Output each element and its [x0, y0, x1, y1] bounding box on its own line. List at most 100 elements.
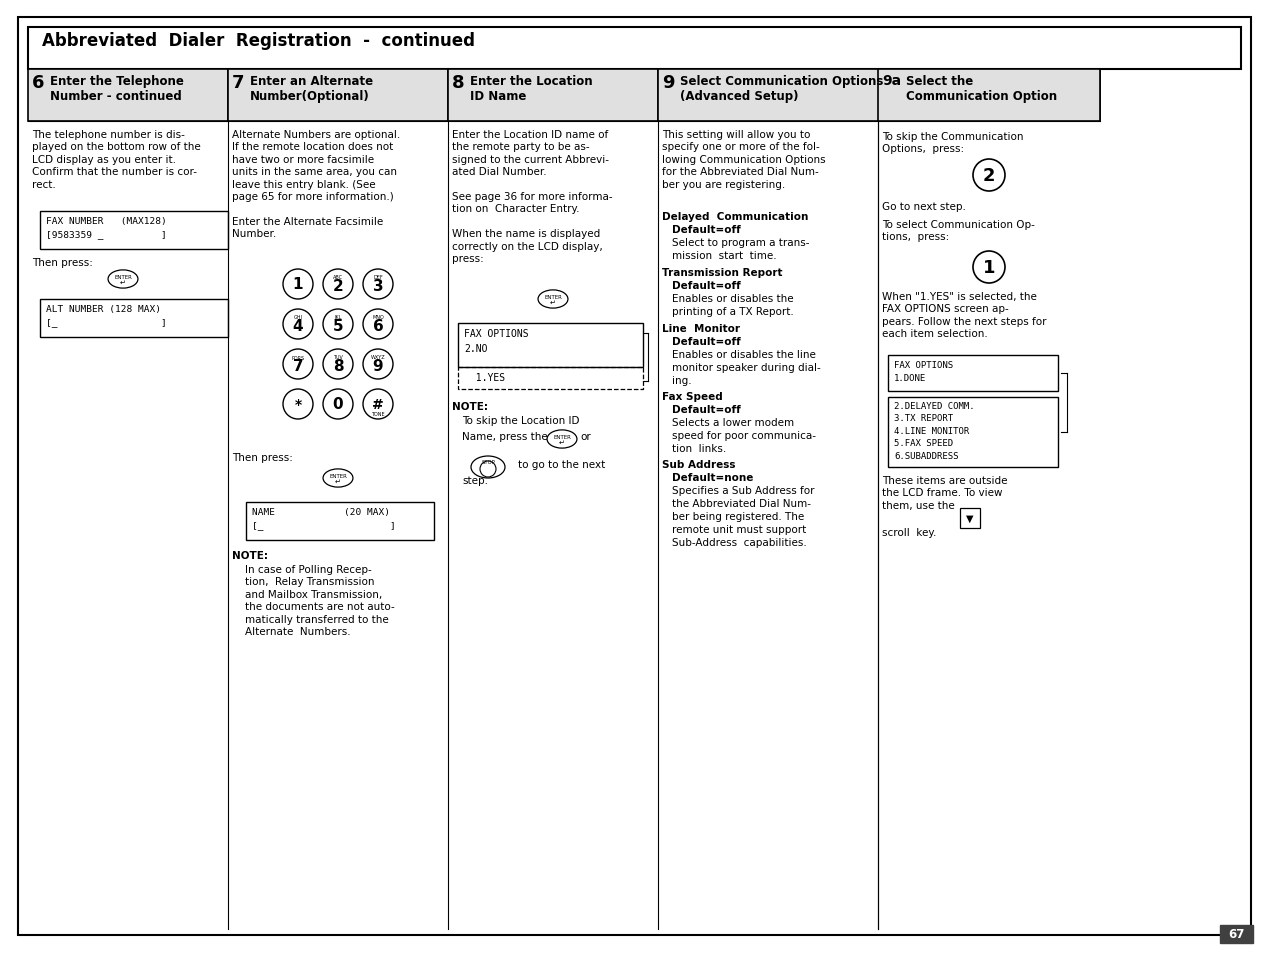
Bar — [28, 28, 1241, 70]
Text: Go to next step.: Go to next step. — [882, 202, 966, 212]
Text: 4: 4 — [293, 319, 303, 335]
Text: 5.FAX SPEED: 5.FAX SPEED — [893, 439, 953, 448]
Text: Enter the Location ID name of
the remote party to be as-
signed to the current A: Enter the Location ID name of the remote… — [452, 130, 613, 264]
Bar — [28, 70, 228, 122]
Text: printing of a TX Report.: printing of a TX Report. — [673, 307, 793, 316]
Text: 8: 8 — [452, 74, 464, 91]
Text: ENTER: ENTER — [114, 275, 132, 280]
Text: WXYZ: WXYZ — [371, 355, 386, 360]
Text: ber being registered. The: ber being registered. The — [673, 512, 805, 521]
Text: [_                  ]: [_ ] — [46, 317, 166, 327]
Text: These items are outside
the LCD frame. To view
them, use the: These items are outside the LCD frame. T… — [882, 476, 1008, 510]
Text: Line  Monitor: Line Monitor — [662, 324, 740, 334]
Text: 4.LINE MONITOR: 4.LINE MONITOR — [893, 427, 970, 436]
Bar — [448, 70, 659, 122]
Text: Enter the Location: Enter the Location — [470, 75, 593, 88]
Text: To skip the Location ID: To skip the Location ID — [462, 416, 580, 426]
Bar — [961, 509, 980, 529]
Ellipse shape — [108, 271, 138, 289]
Text: 9: 9 — [373, 359, 383, 375]
Text: Enter the Telephone: Enter the Telephone — [49, 75, 184, 88]
Text: [_                      ]: [_ ] — [253, 520, 396, 530]
Text: FAX NUMBER   (MAX128): FAX NUMBER (MAX128) — [46, 216, 166, 226]
Text: Abbreviated  Dialer  Registration  -  continued: Abbreviated Dialer Registration - contin… — [42, 32, 475, 50]
Text: MNO: MNO — [372, 315, 385, 320]
Text: ↵: ↵ — [549, 299, 556, 306]
Text: ↵: ↵ — [335, 478, 341, 484]
Circle shape — [324, 310, 353, 339]
Text: Communication Option: Communication Option — [906, 90, 1057, 103]
Text: 3: 3 — [373, 279, 383, 294]
Text: In case of Polling Recep-
    tion,  Relay Transmission
    and Mailbox Transmis: In case of Polling Recep- tion, Relay Tr… — [232, 564, 395, 637]
Bar — [888, 355, 1058, 392]
Circle shape — [283, 390, 313, 419]
Text: 6.SUBADDRESS: 6.SUBADDRESS — [893, 452, 958, 460]
Circle shape — [324, 390, 353, 419]
Text: FAX OPTIONS: FAX OPTIONS — [893, 360, 953, 370]
Ellipse shape — [324, 470, 353, 488]
Text: ▼: ▼ — [966, 514, 973, 523]
Text: ABC: ABC — [332, 275, 343, 280]
Text: ID Name: ID Name — [470, 90, 527, 103]
Circle shape — [480, 461, 496, 477]
Text: 1: 1 — [293, 277, 303, 293]
Text: Sub Address: Sub Address — [662, 459, 736, 470]
Text: [9583359 _          ]: [9583359 _ ] — [46, 230, 166, 239]
Text: Select Communication Options: Select Communication Options — [680, 75, 883, 88]
Circle shape — [324, 350, 353, 379]
Text: Selects a lower modem: Selects a lower modem — [673, 417, 794, 428]
Circle shape — [283, 270, 313, 299]
Circle shape — [363, 390, 393, 419]
Text: 7: 7 — [293, 359, 303, 375]
Text: FAX OPTIONS: FAX OPTIONS — [464, 329, 529, 338]
Circle shape — [283, 310, 313, 339]
Text: TONE: TONE — [372, 412, 385, 417]
Text: the Abbreviated Dial Num-: the Abbreviated Dial Num- — [673, 498, 811, 509]
Text: 0: 0 — [332, 397, 344, 412]
Text: ALT NUMBER (128 MAX): ALT NUMBER (128 MAX) — [46, 305, 161, 314]
Text: ↵: ↵ — [121, 280, 126, 286]
Circle shape — [973, 252, 1005, 284]
Text: 6: 6 — [373, 319, 383, 335]
Text: The telephone number is dis-
played on the bottom row of the
LCD display as you : The telephone number is dis- played on t… — [32, 130, 201, 190]
Text: ing.: ing. — [673, 375, 692, 386]
Text: Enables or disables the line: Enables or disables the line — [673, 350, 816, 359]
Circle shape — [363, 310, 393, 339]
Text: (Advanced Setup): (Advanced Setup) — [680, 90, 798, 103]
Text: Select the: Select the — [906, 75, 973, 88]
Text: Number - continued: Number - continued — [49, 90, 181, 103]
Text: Transmission Report: Transmission Report — [662, 268, 783, 277]
Text: Delayed  Communication: Delayed Communication — [662, 212, 808, 222]
Text: 1: 1 — [982, 258, 995, 276]
Bar — [246, 502, 434, 540]
Text: TUV: TUV — [332, 355, 343, 360]
Text: 7: 7 — [232, 74, 245, 91]
Text: scroll  key.: scroll key. — [882, 527, 937, 537]
Text: Select to program a trans-: Select to program a trans- — [673, 237, 810, 248]
Text: Then press:: Then press: — [232, 453, 293, 462]
Text: Alternate Numbers are optional.
If the remote location does not
have two or more: Alternate Numbers are optional. If the r… — [232, 130, 400, 239]
Circle shape — [324, 270, 353, 299]
Text: Number(Optional): Number(Optional) — [250, 90, 369, 103]
Text: When "1.YES" is selected, the
FAX OPTIONS screen ap-
pears. Follow the next step: When "1.YES" is selected, the FAX OPTION… — [882, 292, 1047, 339]
Bar — [41, 212, 228, 250]
Text: 8: 8 — [332, 359, 344, 375]
Bar — [1220, 925, 1253, 943]
Text: Default=off: Default=off — [673, 225, 741, 234]
Text: to go to the next: to go to the next — [518, 459, 605, 470]
Text: NOTE:: NOTE: — [452, 401, 489, 412]
Text: 1.DONE: 1.DONE — [893, 374, 926, 382]
Text: PQRS: PQRS — [292, 355, 305, 360]
Bar — [458, 368, 643, 390]
Text: 3.TX REPORT: 3.TX REPORT — [893, 414, 953, 423]
Bar — [659, 70, 1100, 122]
Text: monitor speaker during dial-: monitor speaker during dial- — [673, 363, 821, 373]
Text: step.: step. — [462, 476, 489, 485]
Ellipse shape — [547, 431, 577, 449]
Text: speed for poor communica-: speed for poor communica- — [673, 431, 816, 440]
Text: 2: 2 — [982, 167, 995, 185]
Text: 67: 67 — [1228, 927, 1244, 940]
Text: mission  start  time.: mission start time. — [673, 251, 777, 261]
Ellipse shape — [538, 291, 569, 309]
Text: To select Communication Op-
tions,  press:: To select Communication Op- tions, press… — [882, 220, 1036, 242]
